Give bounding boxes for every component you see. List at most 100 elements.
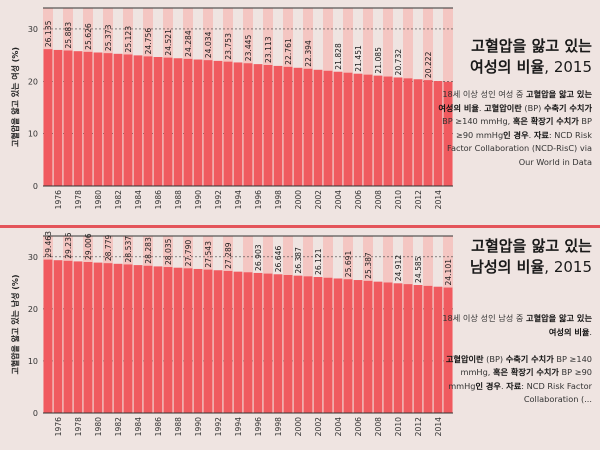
bar xyxy=(303,68,313,186)
y-axis-title: 고혈압을 앓고 있는 남성 (%) xyxy=(10,274,20,374)
bar xyxy=(173,58,183,187)
x-tick-label: 2004 xyxy=(334,417,343,436)
bar xyxy=(283,274,293,413)
x-tick-label: 2004 xyxy=(334,190,343,209)
description-text: 혹은 확장기 수치가 xyxy=(512,116,579,126)
description-text: BP ≥90 mmHg xyxy=(455,116,592,140)
bar xyxy=(153,266,163,413)
bar xyxy=(223,61,233,186)
bar xyxy=(253,64,263,186)
bar xyxy=(43,49,53,187)
bar xyxy=(263,273,273,413)
data-label: 20.732 xyxy=(394,49,403,76)
data-label: 24.521 xyxy=(164,29,173,56)
bar xyxy=(383,282,393,413)
bar xyxy=(113,53,123,186)
data-label: 25.373 xyxy=(104,24,113,51)
bar xyxy=(63,50,73,187)
bar xyxy=(423,80,433,186)
y-tick-label: 30 xyxy=(28,25,38,34)
bar xyxy=(293,67,303,186)
bar xyxy=(183,268,193,413)
data-label: 28.537 xyxy=(124,236,133,263)
bar xyxy=(153,57,163,187)
data-label: 20.222 xyxy=(424,51,433,78)
bar xyxy=(393,77,403,186)
bar xyxy=(443,287,453,413)
x-tick-label: 1988 xyxy=(174,190,183,209)
data-label: 28.283 xyxy=(144,237,153,264)
bar xyxy=(393,283,403,413)
bar xyxy=(173,267,183,413)
data-label: 25.883 xyxy=(64,22,73,49)
x-tick-label: 2012 xyxy=(414,417,423,436)
description-text: 혹은 확장기 수치가 xyxy=(492,367,559,377)
x-tick-label: 1980 xyxy=(94,190,103,209)
x-tick-label: 1994 xyxy=(234,190,243,209)
data-label: 27.543 xyxy=(204,241,213,268)
y-tick-label: 20 xyxy=(28,77,38,86)
x-tick-label: 1984 xyxy=(134,417,143,436)
bar xyxy=(403,78,413,186)
description-text: 고혈압을 앓고 있는 여성의 비율 xyxy=(438,89,592,113)
bar xyxy=(83,51,93,187)
bar xyxy=(43,259,53,413)
x-tick-label: 1996 xyxy=(254,190,263,209)
x-tick-label: 2000 xyxy=(294,190,303,209)
description-text: 18세 이상 성인 남성 중 xyxy=(442,313,527,323)
bar xyxy=(263,64,273,186)
description-text: 수축기 수치가 xyxy=(505,353,554,364)
x-tick-label: 1990 xyxy=(194,417,203,436)
data-label: 28.779 xyxy=(104,234,113,261)
women-hypertension-panel: 0 10 20 30 26.135 25.883 25.626 25.373 25.123 24.… xyxy=(10,7,592,209)
x-tick-label: 2002 xyxy=(314,190,323,209)
bar xyxy=(123,264,133,413)
data-label: 25.691 xyxy=(344,251,353,278)
bar xyxy=(73,261,83,413)
bar xyxy=(353,73,363,186)
x-tick-label: 1984 xyxy=(134,190,143,209)
men-chart-description: 18세 이상 성인 남성 중 고혈압을 앓고 있는 여성의 비율. 고혈압이란 (… xyxy=(432,312,592,407)
x-tick-label: 2014 xyxy=(434,417,443,436)
bar xyxy=(163,267,173,413)
data-label: 26.387 xyxy=(294,247,303,274)
y-tick-label: 10 xyxy=(28,357,38,366)
x-tick-label: 1998 xyxy=(274,190,283,209)
x-tick-label: 1982 xyxy=(114,417,123,436)
bar xyxy=(213,60,223,187)
x-tick-label: 1982 xyxy=(114,190,123,209)
bar xyxy=(283,66,293,186)
bar xyxy=(233,62,243,186)
data-label: 25.123 xyxy=(124,26,133,53)
description-text: 고혈압을 앓고 있는 여성의 비율 xyxy=(526,313,592,337)
x-tick-label: 1976 xyxy=(54,417,63,436)
bar xyxy=(433,81,443,186)
bar xyxy=(333,71,343,186)
bar xyxy=(103,263,113,413)
men-bar-chart: 0 10 20 30 29.463 29.235 29.006 28.779 28.537 28.… xyxy=(10,231,453,436)
description-text: : NCD Risk Factor Collaboration (... xyxy=(521,380,592,405)
bar xyxy=(123,54,133,186)
x-tick-label: 2014 xyxy=(434,190,443,209)
data-label: 21.828 xyxy=(334,43,343,70)
x-tick-label: 1986 xyxy=(154,417,163,436)
bar xyxy=(133,265,143,413)
x-tick-label: 1996 xyxy=(254,417,263,436)
bar xyxy=(313,69,323,186)
bar xyxy=(93,262,103,413)
x-tick-label: 2006 xyxy=(354,417,363,436)
bar xyxy=(93,52,103,186)
description-text: . xyxy=(478,102,485,113)
bar xyxy=(313,277,323,413)
data-label: 27.790 xyxy=(184,240,193,267)
data-label: 24.034 xyxy=(204,31,213,58)
data-label: 28.035 xyxy=(164,238,173,265)
bar xyxy=(373,281,383,413)
x-tick-label: 1992 xyxy=(214,190,223,209)
bar xyxy=(423,285,433,413)
y-tick-label: 20 xyxy=(28,305,38,314)
description-text: : NCD Risk Factor Collaboration (NCD-Ris… xyxy=(446,129,592,167)
women-side-text: 고혈압을 앓고 있는 여성의 비율, 2015 18세 이상 성인 여성 중 고… xyxy=(432,36,592,169)
bar xyxy=(293,275,303,413)
bar xyxy=(183,58,193,186)
